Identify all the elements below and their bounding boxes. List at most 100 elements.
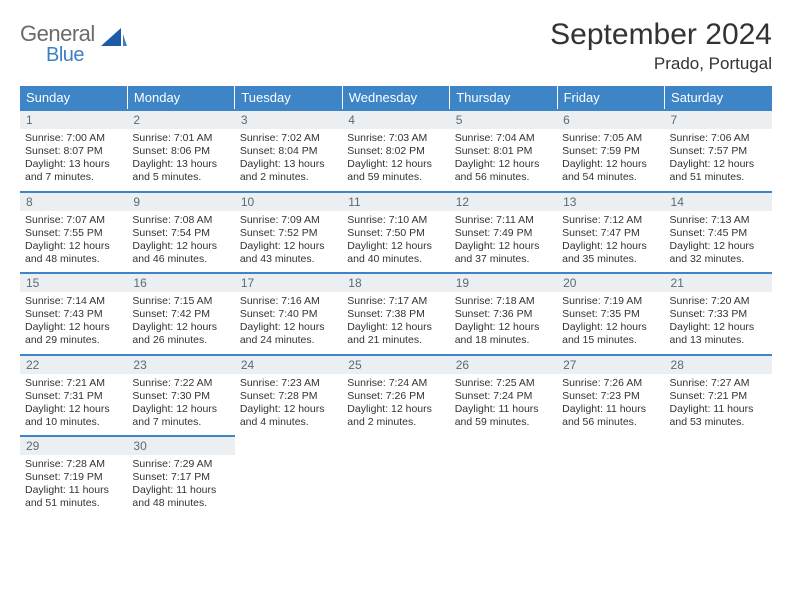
day-number: 20 [557,272,664,292]
sunset-line: Sunset: 7:26 PM [347,390,444,403]
day-cell: 24Sunrise: 7:23 AMSunset: 7:28 PMDayligh… [235,354,342,436]
brand-logo: General Blue [20,18,127,64]
brand-line1: General [20,21,95,46]
day-cell: 14Sunrise: 7:13 AMSunset: 7:45 PMDayligh… [665,191,772,273]
sunrise-line: Sunrise: 7:00 AM [25,132,122,145]
day-number: 15 [20,272,127,292]
day-number: 27 [557,354,664,374]
day-number: 12 [450,191,557,211]
daylight1-line: Daylight: 12 hours [25,321,122,334]
daylight1-line: Daylight: 11 hours [670,403,767,416]
sunset-line: Sunset: 7:38 PM [347,308,444,321]
sunrise-line: Sunrise: 7:14 AM [25,295,122,308]
day-details: Sunrise: 7:08 AMSunset: 7:54 PMDaylight:… [127,211,234,273]
day-number: 18 [342,272,449,292]
day-header: Friday [557,86,664,109]
day-details: Sunrise: 7:11 AMSunset: 7:49 PMDaylight:… [450,211,557,273]
day-number: 9 [127,191,234,211]
sunrise-line: Sunrise: 7:07 AM [25,214,122,227]
brand-sail-icon [99,28,127,45]
sunset-line: Sunset: 7:42 PM [132,308,229,321]
daylight2-line: and 21 minutes. [347,334,444,347]
sunset-line: Sunset: 7:17 PM [132,471,229,484]
day-details: Sunrise: 7:05 AMSunset: 7:59 PMDaylight:… [557,129,664,191]
sunset-line: Sunset: 7:47 PM [562,227,659,240]
day-number: 19 [450,272,557,292]
daylight1-line: Daylight: 11 hours [455,403,552,416]
daylight1-line: Daylight: 12 hours [562,158,659,171]
day-cell: 8Sunrise: 7:07 AMSunset: 7:55 PMDaylight… [20,191,127,273]
daylight1-line: Daylight: 12 hours [240,403,337,416]
day-details: Sunrise: 7:25 AMSunset: 7:24 PMDaylight:… [450,374,557,436]
day-number: 26 [450,354,557,374]
week-row: 8Sunrise: 7:07 AMSunset: 7:55 PMDaylight… [20,191,772,273]
title-block: September 2024 Prado, Portugal [550,18,772,74]
day-details: Sunrise: 7:01 AMSunset: 8:06 PMDaylight:… [127,129,234,191]
week-row: 1Sunrise: 7:00 AMSunset: 8:07 PMDaylight… [20,109,772,191]
day-details: Sunrise: 7:27 AMSunset: 7:21 PMDaylight:… [665,374,772,436]
day-details: Sunrise: 7:16 AMSunset: 7:40 PMDaylight:… [235,292,342,354]
sunrise-line: Sunrise: 7:08 AM [132,214,229,227]
sunrise-line: Sunrise: 7:21 AM [25,377,122,390]
day-cell: 16Sunrise: 7:15 AMSunset: 7:42 PMDayligh… [127,272,234,354]
day-details: Sunrise: 7:28 AMSunset: 7:19 PMDaylight:… [20,455,127,517]
day-number: 13 [557,191,664,211]
sunrise-line: Sunrise: 7:19 AM [562,295,659,308]
daylight2-line: and 51 minutes. [670,171,767,184]
daylight1-line: Daylight: 12 hours [455,321,552,334]
daylight1-line: Daylight: 12 hours [240,240,337,253]
day-cell: 18Sunrise: 7:17 AMSunset: 7:38 PMDayligh… [342,272,449,354]
sunset-line: Sunset: 7:50 PM [347,227,444,240]
daylight2-line: and 26 minutes. [132,334,229,347]
sunset-line: Sunset: 7:30 PM [132,390,229,403]
day-number: 10 [235,191,342,211]
day-details: Sunrise: 7:12 AMSunset: 7:47 PMDaylight:… [557,211,664,273]
day-number: 11 [342,191,449,211]
sunrise-line: Sunrise: 7:13 AM [670,214,767,227]
daylight2-line: and 53 minutes. [670,416,767,429]
day-details: Sunrise: 7:06 AMSunset: 7:57 PMDaylight:… [665,129,772,191]
daylight1-line: Daylight: 13 hours [240,158,337,171]
sunset-line: Sunset: 7:24 PM [455,390,552,403]
day-cell: 22 Sunrise: 7:21 AMSunset: 7:31 PMDayligh… [20,354,127,436]
day-number: 14 [665,191,772,211]
daylight1-line: Daylight: 12 hours [455,158,552,171]
sunrise-line: Sunrise: 7:29 AM [132,458,229,471]
day-cell: 4Sunrise: 7:03 AMSunset: 8:02 PMDaylight… [342,109,449,191]
sunrise-line: Sunrise: 7:01 AM [132,132,229,145]
daylight2-line: and 15 minutes. [562,334,659,347]
daylight2-line: and 51 minutes. [25,497,122,510]
day-details: Sunrise: 7:09 AMSunset: 7:52 PMDaylight:… [235,211,342,273]
sunset-line: Sunset: 7:19 PM [25,471,122,484]
day-cell: 13Sunrise: 7:12 AMSunset: 7:47 PMDayligh… [557,191,664,273]
day-number: 23 [127,354,234,374]
sunrise-line: Sunrise: 7:25 AM [455,377,552,390]
sunset-line: Sunset: 8:07 PM [25,145,122,158]
daylight1-line: Daylight: 12 hours [347,321,444,334]
sunrise-line: Sunrise: 7:02 AM [240,132,337,145]
calendar-page: General Blue September 2024 Prado, Portu… [0,0,792,535]
daylight1-line: Daylight: 12 hours [670,321,767,334]
week-row: 22Sunrise: 7:21 AMSunset: 7:31 PMDayligh… [20,354,772,436]
day-cell: ..... [342,435,449,517]
daylight2-line: and 43 minutes. [240,253,337,266]
daylight1-line: Daylight: 12 hours [347,158,444,171]
day-number: 17 [235,272,342,292]
day-cell: 5Sunrise: 7:04 AMSunset: 8:01 PMDaylight… [450,109,557,191]
day-cell: 19Sunrise: 7:18 AMSunset: 7:36 PMDayligh… [450,272,557,354]
sunset-line: Sunset: 7:31 PM [25,390,122,403]
day-cell: 3Sunrise: 7:02 AMSunset: 8:04 PMDaylight… [235,109,342,191]
week-row: 15Sunrise: 7:14 AMSunset: 7:43 PMDayligh… [20,272,772,354]
daylight1-line: Daylight: 12 hours [455,240,552,253]
sunset-line: Sunset: 7:33 PM [670,308,767,321]
sunset-line: Sunset: 8:02 PM [347,145,444,158]
sunset-line: Sunset: 7:23 PM [562,390,659,403]
daylight1-line: Daylight: 12 hours [562,240,659,253]
day-number: 22 [20,354,127,374]
day-cell: 28Sunrise: 7:27 AMSunset: 7:21 PMDayligh… [665,354,772,436]
daylight1-line: Daylight: 12 hours [25,403,122,416]
daylight2-line: and 10 minutes. [25,416,122,429]
day-details: Sunrise: 7:14 AMSunset: 7:43 PMDaylight:… [20,292,127,354]
day-header-row: Sunday Monday Tuesday Wednesday Thursday… [20,86,772,109]
day-details: Sunrise: 7:24 AMSunset: 7:26 PMDaylight:… [342,374,449,436]
